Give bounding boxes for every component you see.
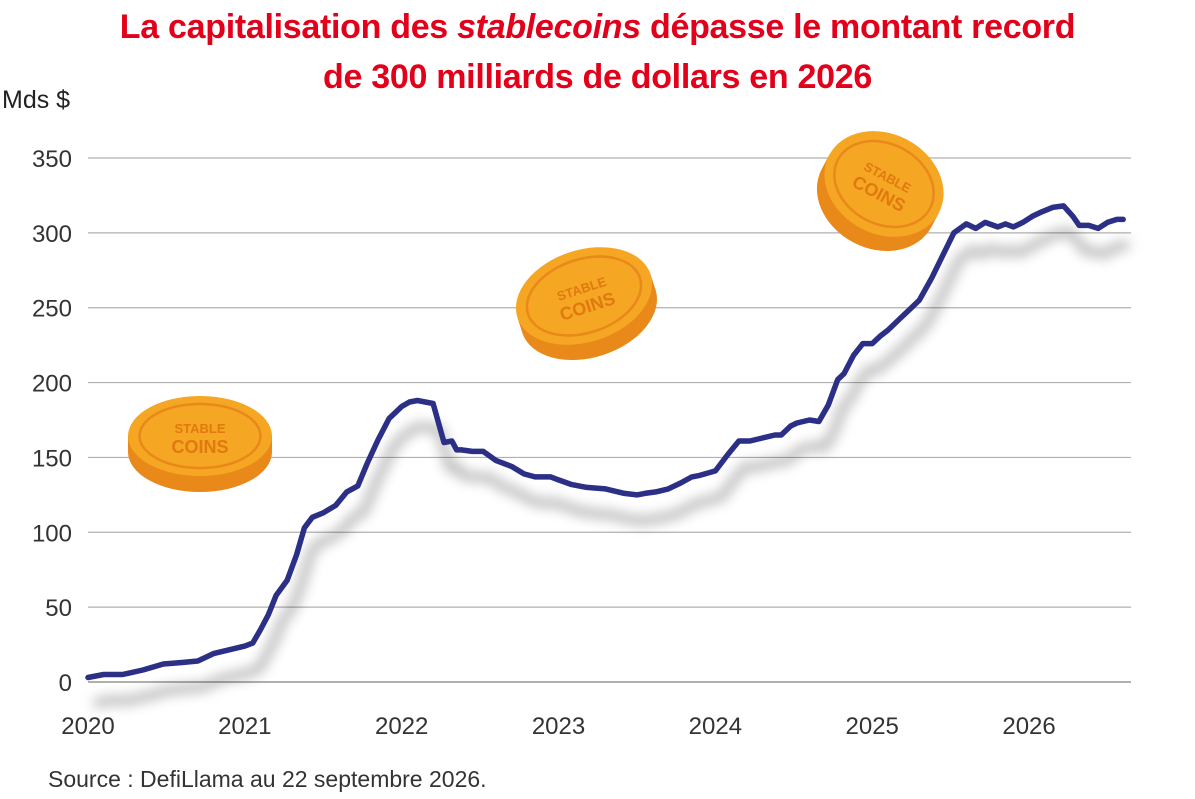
chart-title-line2: de 300 milliards de dollars en 2026 <box>323 58 872 96</box>
source-note: Source : DefiLlama au 22 septembre 2026. <box>48 766 487 792</box>
x-tick-label: 2022 <box>375 713 428 740</box>
y-tick-label: 250 <box>32 296 72 323</box>
coin-rim <box>525 255 643 337</box>
title-part-1: La capitalisation des <box>119 8 458 46</box>
x-tick-label: 2021 <box>218 713 271 740</box>
x-tick-label: 2024 <box>689 713 742 740</box>
y-tick-labels: 0 50 100 150 200 250 300 350 <box>32 146 72 697</box>
y-axis-unit-label: Mds $ <box>2 86 71 114</box>
y-tick-label: 0 <box>59 670 72 697</box>
x-tick-labels: 2020 2021 2022 2023 2024 2025 2026 <box>61 713 1055 740</box>
y-tick-label: 300 <box>32 221 72 248</box>
y-tick-label: 100 <box>32 520 72 547</box>
coin-text-bottom: COINS <box>171 437 228 457</box>
series-layer <box>85 203 1130 708</box>
y-tick-label: 200 <box>32 371 72 398</box>
coin-face <box>128 396 272 476</box>
y-tick-label: 150 <box>32 445 72 472</box>
chart-title: La capitalisation des stablecoins dépass… <box>0 2 1195 102</box>
coin-rim <box>138 402 262 470</box>
series-line-shadow <box>93 227 1130 708</box>
x-tick-label: 2025 <box>846 713 899 740</box>
y-tick-label: 50 <box>45 595 72 622</box>
chart-title-line1: La capitalisation des stablecoins dépass… <box>0 2 1195 52</box>
x-tick-label: 2023 <box>532 713 585 740</box>
coin-face <box>824 131 944 237</box>
coin-text-top: STABLE <box>174 421 225 436</box>
series-line <box>85 203 1126 681</box>
title-part-2: dépasse le montant record <box>640 8 1076 46</box>
y-tick-label: 350 <box>32 146 72 173</box>
x-tick-label: 2020 <box>61 713 114 740</box>
x-tick-label: 2026 <box>1002 713 1055 740</box>
title-part-italic: stablecoins <box>457 8 641 46</box>
coin-rim <box>833 139 935 229</box>
